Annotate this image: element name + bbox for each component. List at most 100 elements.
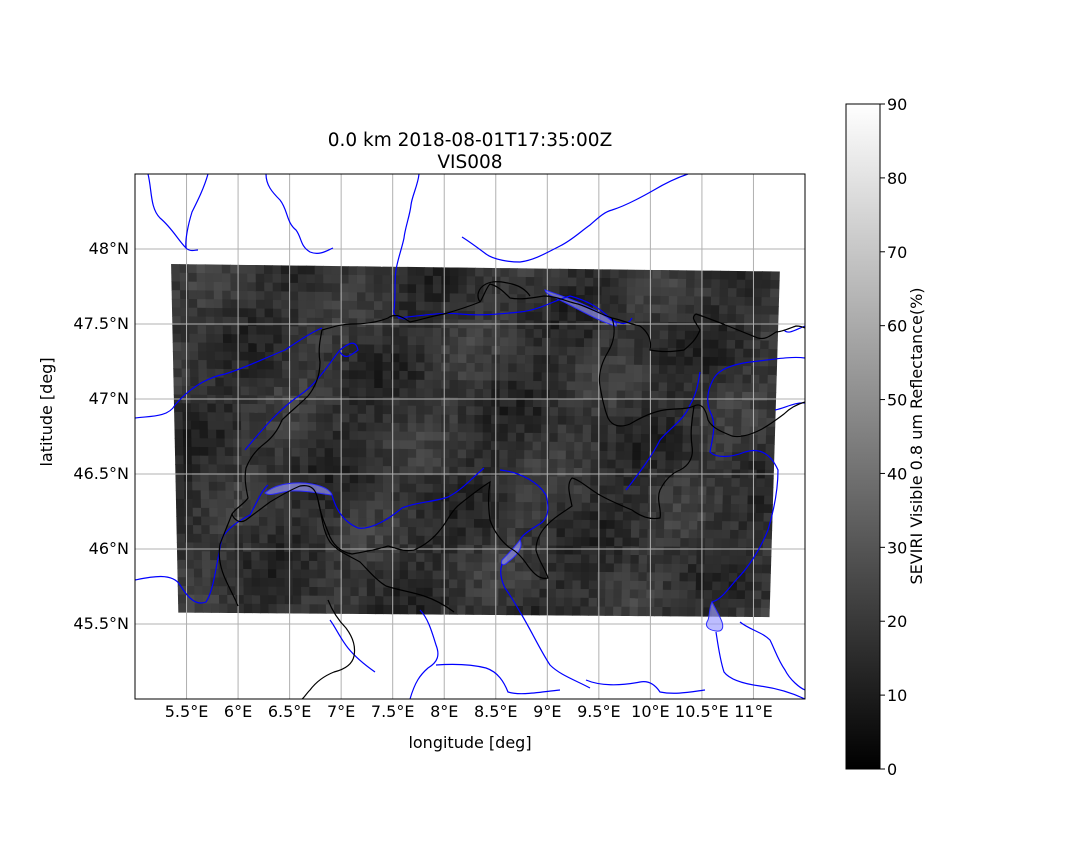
image-cell xyxy=(660,287,670,297)
image-cell xyxy=(715,460,725,470)
image-cell xyxy=(314,265,324,276)
image-cell xyxy=(391,422,401,433)
image-cell xyxy=(652,269,662,280)
image-cell xyxy=(732,434,742,445)
image-cell xyxy=(457,362,467,373)
image-cell xyxy=(264,334,275,345)
image-cell xyxy=(242,542,252,553)
image-cell xyxy=(689,512,699,522)
image-cell xyxy=(391,500,401,511)
image-cell xyxy=(516,415,526,425)
image-cell xyxy=(567,329,577,339)
image-cell xyxy=(590,494,600,504)
image-cell xyxy=(292,543,302,553)
image-cell xyxy=(575,372,585,383)
image-cell xyxy=(185,568,195,578)
image-cell xyxy=(548,467,558,478)
image-cell xyxy=(710,313,720,324)
image-cell xyxy=(180,316,190,326)
image-cell xyxy=(232,412,242,422)
image-cell xyxy=(532,484,542,495)
image-cell xyxy=(483,302,493,312)
image-cell xyxy=(610,278,620,288)
image-cell xyxy=(251,595,261,605)
image-cell xyxy=(474,363,484,373)
image-cell xyxy=(466,293,476,303)
image-cell xyxy=(713,521,723,531)
image-cell xyxy=(514,562,524,572)
image-cell xyxy=(300,560,310,571)
image-cell xyxy=(739,478,749,488)
image-cell xyxy=(558,381,568,391)
image-cell xyxy=(760,323,770,333)
image-cell xyxy=(664,477,675,487)
image-cell xyxy=(664,486,674,496)
image-cell xyxy=(300,578,310,588)
image-cell xyxy=(625,338,636,349)
image-cell xyxy=(747,495,757,505)
image-cell xyxy=(374,387,384,398)
image-cell xyxy=(324,396,334,406)
image-cell xyxy=(382,283,392,294)
image-cell xyxy=(498,605,508,616)
image-cell xyxy=(199,412,209,422)
image-cell xyxy=(704,555,714,565)
image-cell xyxy=(684,330,694,341)
image-cell xyxy=(264,291,274,301)
image-cell xyxy=(332,413,342,423)
image-cell xyxy=(399,301,409,311)
image-cell xyxy=(357,301,367,311)
image-cell xyxy=(692,365,702,375)
image-cell xyxy=(558,320,569,331)
image-cell xyxy=(626,312,636,323)
image-cell xyxy=(373,301,383,311)
image-cell xyxy=(549,459,559,469)
image-cell xyxy=(234,560,244,570)
image-cell xyxy=(234,525,244,535)
image-cell xyxy=(524,441,534,451)
image-cell xyxy=(664,494,674,505)
image-cell xyxy=(424,579,434,589)
image-cell xyxy=(358,526,368,536)
image-cell xyxy=(374,561,384,571)
image-cell xyxy=(713,538,723,548)
image-cell xyxy=(179,264,189,274)
image-cell xyxy=(747,504,757,514)
image-cell xyxy=(508,363,518,373)
image-cell xyxy=(373,266,383,276)
image-cell xyxy=(432,397,442,407)
image-cell xyxy=(432,561,442,572)
image-cell xyxy=(622,511,632,521)
image-cell xyxy=(660,278,670,289)
image-cell xyxy=(679,581,689,591)
image-cell xyxy=(770,271,780,281)
image-cell xyxy=(742,383,752,393)
image-cell xyxy=(540,458,550,469)
image-cell xyxy=(533,355,543,365)
image-cell xyxy=(531,580,541,590)
image-cell xyxy=(567,346,577,357)
image-cell xyxy=(687,572,697,582)
image-cell xyxy=(200,473,210,483)
image-cell xyxy=(449,406,459,416)
image-cell xyxy=(651,321,661,332)
image-cell xyxy=(687,581,697,591)
image-cell xyxy=(638,555,648,565)
image-cell xyxy=(348,326,358,337)
image-cell xyxy=(341,543,351,554)
image-cell xyxy=(249,447,259,457)
image-cell xyxy=(573,511,583,521)
image-cell xyxy=(706,477,716,488)
image-cell xyxy=(227,603,237,614)
image-cell xyxy=(557,415,567,426)
image-cell xyxy=(666,408,676,418)
image-cell xyxy=(752,297,763,307)
image-cell xyxy=(267,517,277,527)
image-cell xyxy=(299,404,309,414)
image-cell xyxy=(614,537,624,547)
image-cell xyxy=(643,287,653,297)
image-cell xyxy=(185,585,195,596)
image-cell xyxy=(613,554,623,565)
image-cell xyxy=(458,267,468,277)
image-cell xyxy=(189,351,199,361)
